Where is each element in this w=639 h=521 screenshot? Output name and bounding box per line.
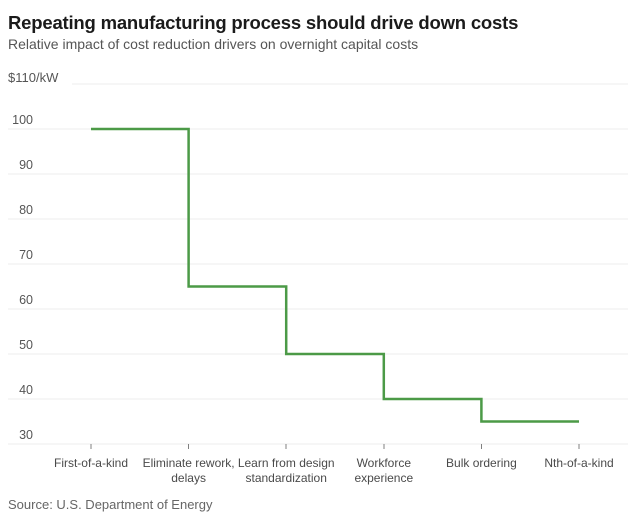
y-tick-label: 30	[19, 428, 33, 442]
chart-subtitle: Relative impact of cost reduction driver…	[8, 36, 419, 52]
y-tick-label: 60	[19, 293, 33, 307]
step-chart-canvas: 30 40 50 60 70 80 90 100 $110/kW First-of-a-kind E…	[8, 70, 628, 485]
x-category-label: Workforce	[357, 456, 412, 470]
y-tick-label: 50	[19, 338, 33, 352]
x-category-label: Eliminate rework,	[143, 456, 235, 470]
source-note: Source: U.S. Department of Energy	[8, 497, 213, 512]
chart-title: Repeating manufacturing process should d…	[8, 12, 519, 33]
y-tick-label: 40	[19, 383, 33, 397]
x-category-label: experience	[354, 471, 413, 485]
y-axis-unit-label: $110/kW	[8, 70, 59, 85]
x-category-label: Learn from design	[238, 456, 335, 470]
x-category-label: Bulk ordering	[446, 456, 517, 470]
x-category-label: First-of-a-kind	[54, 456, 128, 470]
y-tick-label: 70	[19, 248, 33, 262]
x-category-label: Nth-of-a-kind	[544, 456, 613, 470]
step-line	[91, 127, 579, 423]
step-chart: 30 40 50 60 70 80 90 100 $110/kW First-of-a-kind E…	[0, 60, 639, 492]
y-tick-label: 100	[12, 113, 33, 127]
y-tick-label: 80	[19, 203, 33, 217]
y-tick-label: 90	[19, 158, 33, 172]
x-category-label: standardization	[246, 471, 327, 485]
x-category-label: delays	[171, 471, 206, 485]
